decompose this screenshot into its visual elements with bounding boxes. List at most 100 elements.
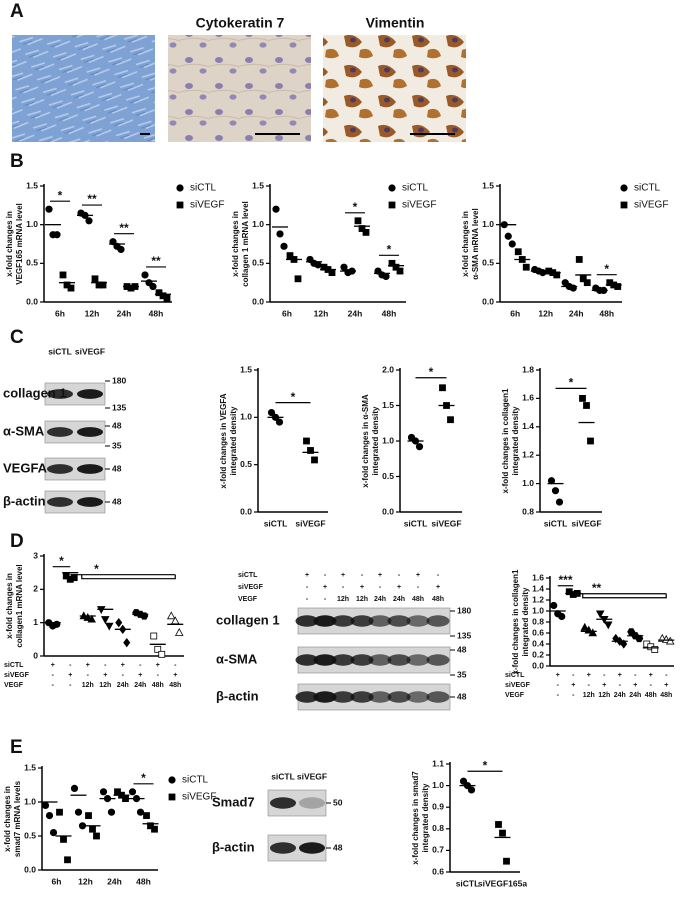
data-point (117, 245, 125, 254)
blot-band (299, 797, 325, 809)
data-point (358, 225, 366, 232)
data-point (70, 784, 79, 793)
condition-value: - (174, 662, 177, 669)
y-tick-label: 1.5 (240, 364, 252, 374)
y-tick-label: 1.8 (522, 364, 534, 374)
mw-label: 48 (112, 496, 122, 506)
blot-band (350, 654, 374, 666)
legend-marker (168, 793, 176, 801)
y-tick-label: 0.8 (432, 823, 444, 833)
condition-label: siCTL (238, 572, 258, 579)
blot-band (295, 691, 319, 703)
condition-value: + (86, 662, 90, 669)
y-tick-label: 1.0 (522, 478, 534, 488)
legend-marker (388, 201, 396, 209)
y-axis-label: integrated density (421, 783, 430, 852)
blot-band (387, 654, 411, 666)
x-tick-label: siVEGF (431, 518, 461, 528)
y-tick-label: 0.8 (522, 506, 534, 516)
panel-label: E (10, 737, 23, 758)
panel-label: D (10, 531, 24, 552)
significance-mark: * (604, 262, 609, 276)
x-tick-label: siCTL (264, 518, 288, 528)
blot-band (368, 615, 392, 627)
condition-value: + (103, 672, 107, 679)
data-point (499, 829, 506, 837)
data-point (99, 788, 108, 796)
y-axis-label: x-fold changes in α-SMA (361, 394, 370, 488)
y-tick-label: 1.2 (532, 594, 544, 604)
x-tick-label: siVEGF (571, 518, 601, 528)
y-tick-label: 0.4 (532, 638, 544, 648)
micrograph-cytokeratin (168, 35, 311, 142)
legend-marker (168, 776, 176, 784)
significance-bracket (573, 593, 667, 599)
y-axis-label: x-fold changes in (5, 211, 14, 277)
condition-value: 24h (134, 682, 146, 689)
data-point (307, 447, 314, 454)
significance-mark: * (387, 243, 392, 257)
condition-value: + (305, 572, 309, 579)
data-point (303, 437, 310, 445)
blot-row-label: collagen 1 (216, 612, 280, 627)
y-tick-label: 1.0 (240, 412, 252, 422)
condition-value: - (342, 584, 345, 591)
y-tick-label: 0.0 (482, 296, 494, 306)
data-point (151, 825, 158, 833)
condition-value: - (398, 572, 401, 579)
data-point (294, 275, 302, 283)
x-tick-label: 12h (314, 308, 329, 318)
data-point (70, 574, 78, 582)
data-point (651, 646, 659, 653)
y-axis-label: integrated density (229, 406, 238, 475)
y-tick-label: 0.0 (252, 296, 264, 306)
data-point (396, 267, 404, 275)
condition-value: 12h (82, 682, 94, 689)
blot-band (77, 427, 103, 437)
y-tick-label: 0.5 (252, 258, 264, 268)
y-tick-label: 0.9 (432, 801, 444, 811)
condition-value: 24h (614, 692, 626, 699)
data-point (272, 205, 280, 213)
condition-value: - (324, 572, 327, 579)
blot-row-label: α-SMA (3, 423, 45, 438)
condition-value: 48h (645, 692, 657, 699)
blot-band (426, 654, 450, 666)
data-point (49, 828, 58, 837)
significance-mark: *** (558, 573, 572, 587)
condition-value: + (51, 662, 55, 669)
condition-label: siVEGF (4, 672, 30, 679)
condition-value: + (416, 572, 420, 579)
data-point (575, 256, 583, 263)
y-axis-label: x-fold changes in smad7 (411, 771, 420, 865)
condition-value: 24h (393, 596, 405, 603)
x-tick-label: siVEGF165a (478, 878, 527, 888)
y-tick-label: 0.0 (532, 660, 544, 670)
y-tick-label: 1.0 (252, 219, 264, 229)
legend-marker (620, 201, 628, 209)
condition-label: siVEGF (238, 584, 264, 591)
condition-value: + (378, 572, 382, 579)
blot-band (313, 615, 337, 627)
x-tick-label: 24h (569, 308, 584, 318)
data-point (100, 616, 110, 624)
condition-value: - (69, 662, 72, 669)
condition-label: VEGF (4, 682, 24, 689)
data-point (85, 217, 93, 225)
data-point (280, 242, 288, 250)
condition-value: 24h (117, 682, 129, 689)
data-point (392, 263, 400, 271)
data-point (163, 294, 171, 302)
data-point (91, 275, 99, 283)
y-tick-label: 0.0 (24, 864, 36, 874)
data-point (136, 808, 145, 816)
data-point (614, 283, 622, 290)
mw-label: 48 (112, 420, 122, 430)
blot-band (387, 691, 411, 703)
condition-value: + (138, 672, 142, 679)
y-tick-label: 0.5 (24, 830, 36, 840)
condition-value: + (587, 672, 591, 679)
y-tick-label: 1.5 (26, 180, 38, 190)
condition-value: - (572, 692, 575, 699)
data-point (382, 272, 390, 281)
